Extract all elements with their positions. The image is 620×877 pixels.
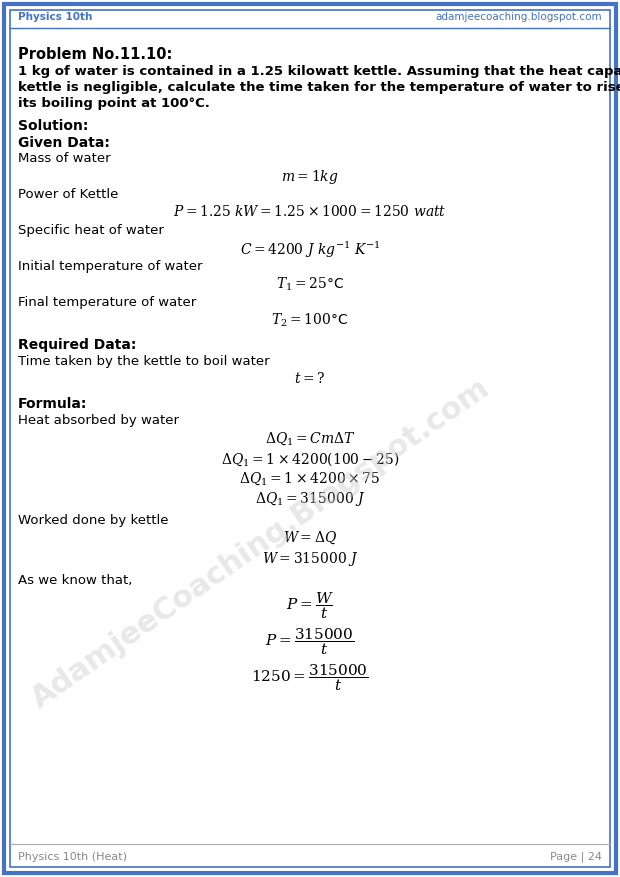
- FancyBboxPatch shape: [4, 4, 616, 873]
- Text: Problem No.11.10:: Problem No.11.10:: [18, 47, 172, 62]
- Text: $\Delta Q_1 = 315000\ J$: $\Delta Q_1 = 315000\ J$: [255, 490, 365, 508]
- Text: Solution:: Solution:: [18, 119, 89, 133]
- Text: Heat absorbed by water: Heat absorbed by water: [18, 414, 179, 427]
- Text: $\Delta Q_1 = 1 \times 4200 \times 75$: $\Delta Q_1 = 1 \times 4200 \times 75$: [239, 470, 381, 487]
- Text: $T_1 = 25$°C: $T_1 = 25$°C: [276, 276, 344, 294]
- Text: $\Delta Q_1 = Cm\Delta T$: $\Delta Q_1 = Cm\Delta T$: [265, 430, 355, 446]
- Text: As we know that,: As we know that,: [18, 574, 133, 587]
- Text: Given Data:: Given Data:: [18, 136, 110, 150]
- Text: $P = 1.25\ kW = 1.25 \times 1000 = 1250\ watt$: $P = 1.25\ kW = 1.25 \times 1000 = 1250\…: [173, 204, 447, 219]
- Text: 1 kg of water is contained in a 1.25 kilowatt kettle. Assuming that the heat cap: 1 kg of water is contained in a 1.25 kil…: [18, 65, 620, 78]
- Text: adamjeecoaching.blogspot.com: adamjeecoaching.blogspot.com: [435, 12, 602, 22]
- Text: $W = 315000\ J$: $W = 315000\ J$: [262, 550, 358, 568]
- Text: $\Delta Q_1 = 1 \times 4200(100 - 25$): $\Delta Q_1 = 1 \times 4200(100 - 25$): [221, 450, 399, 467]
- Text: its boiling point at 100°C.: its boiling point at 100°C.: [18, 97, 210, 110]
- Text: Power of Kettle: Power of Kettle: [18, 188, 118, 201]
- Text: Physics 10th: Physics 10th: [18, 12, 92, 22]
- Text: Specific heat of water: Specific heat of water: [18, 224, 164, 237]
- Text: $P = \dfrac{315000}{t}$: $P = \dfrac{315000}{t}$: [265, 626, 355, 657]
- Text: $T_2 = 100$°C: $T_2 = 100$°C: [272, 312, 348, 330]
- Text: Formula:: Formula:: [18, 397, 87, 411]
- Text: $1250 = \dfrac{315000}{t}$: $1250 = \dfrac{315000}{t}$: [251, 662, 369, 693]
- Text: Physics 10th (Heat): Physics 10th (Heat): [18, 852, 127, 862]
- Text: Required Data:: Required Data:: [18, 338, 136, 352]
- Text: AdamjeeCoaching.Blogspot.com: AdamjeeCoaching.Blogspot.com: [26, 374, 495, 714]
- Text: Worked done by kettle: Worked done by kettle: [18, 514, 169, 527]
- Text: Page | 24: Page | 24: [550, 852, 602, 862]
- Text: $P = \dfrac{W}{t}$: $P = \dfrac{W}{t}$: [286, 590, 334, 621]
- Text: Initial temperature of water: Initial temperature of water: [18, 260, 203, 273]
- Text: $m = 1kg$: $m = 1kg$: [281, 168, 339, 186]
- Text: Mass of water: Mass of water: [18, 152, 110, 165]
- Text: Time taken by the kettle to boil water: Time taken by the kettle to boil water: [18, 355, 270, 368]
- Text: kettle is negligible, calculate the time taken for the temperature of water to r: kettle is negligible, calculate the time…: [18, 81, 620, 94]
- Text: $W = \Delta Q$: $W = \Delta Q$: [283, 530, 337, 546]
- Text: Final temperature of water: Final temperature of water: [18, 296, 197, 309]
- Text: $C = 4200\ J\ kg^{-1}\ K^{-1}$: $C = 4200\ J\ kg^{-1}\ K^{-1}$: [240, 240, 380, 260]
- Text: $t = ?$: $t = ?$: [294, 371, 326, 386]
